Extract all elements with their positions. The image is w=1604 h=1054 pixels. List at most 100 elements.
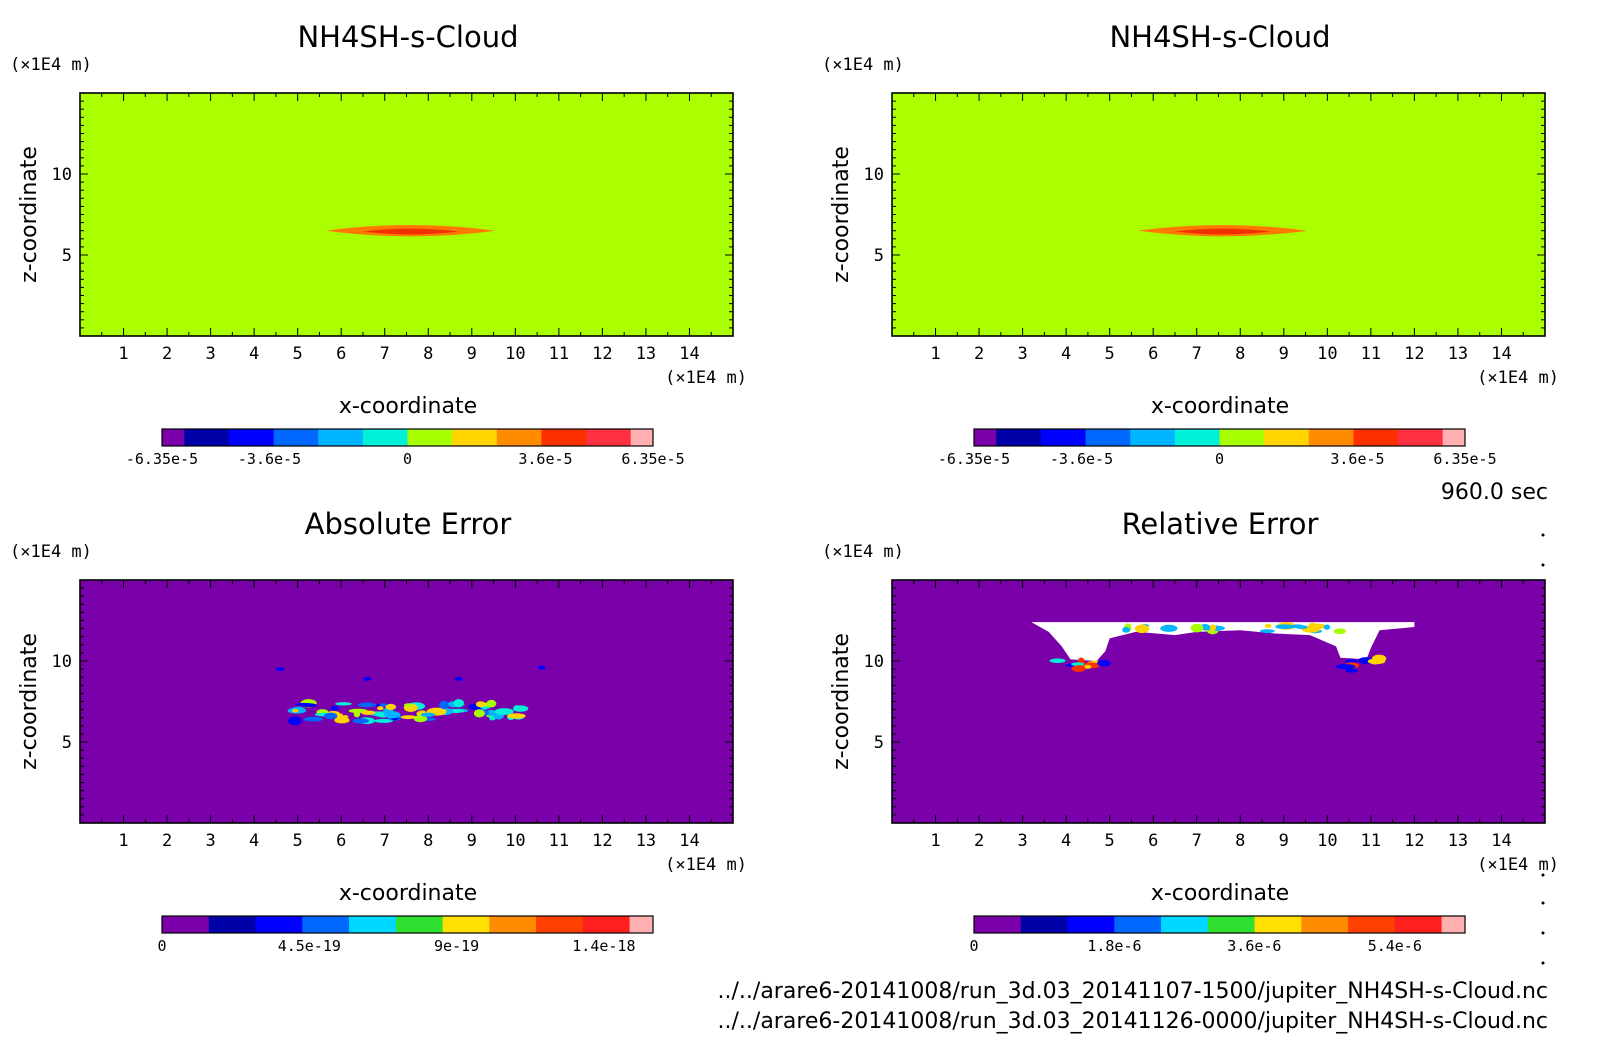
error-dot bbox=[537, 665, 546, 670]
error-speckle bbox=[1071, 665, 1086, 672]
x-tick-label: 3 bbox=[1017, 344, 1027, 364]
error-speckle bbox=[334, 716, 350, 724]
error-speckle bbox=[475, 701, 486, 708]
x-tick-label: 2 bbox=[974, 344, 984, 364]
colorbar-swatch bbox=[362, 429, 408, 446]
x-axis-label: x-coordinate bbox=[1151, 881, 1289, 906]
colorbar-frame bbox=[161, 915, 654, 934]
error-speckle bbox=[453, 699, 465, 708]
time-label: 960.0 sec bbox=[1441, 480, 1548, 505]
x-tick-label: 3 bbox=[205, 344, 215, 364]
x-tick-label: 3 bbox=[205, 831, 215, 851]
x-tick-label: 6 bbox=[1148, 344, 1158, 364]
error-speckle bbox=[377, 706, 384, 711]
colorbar-swatch bbox=[489, 916, 537, 933]
colorbar-swatch bbox=[1067, 916, 1115, 933]
colorbar-swatch bbox=[208, 916, 257, 933]
colorbar-swatch bbox=[996, 429, 1042, 446]
x-tick-label: 12 bbox=[592, 831, 612, 851]
colorbar-swatch bbox=[1441, 916, 1466, 933]
heatmap-features bbox=[276, 665, 546, 726]
colorbar-swatch bbox=[1301, 916, 1349, 933]
error-speckle bbox=[342, 715, 349, 719]
heatmap-panel-1: NH4SH-s-Cloud (×1E4 m) (×1E4 m) x-coordinat… bbox=[10, 20, 747, 468]
y-tick-label: 10 bbox=[864, 165, 884, 185]
colorbar-swatch bbox=[1219, 429, 1265, 446]
x-tick-label: 1 bbox=[930, 831, 940, 851]
heatmap-features bbox=[1137, 225, 1308, 237]
x-tick-label: 12 bbox=[592, 344, 612, 364]
error-speckle bbox=[1190, 623, 1204, 633]
x-tick-label: 12 bbox=[1404, 831, 1424, 851]
x-tick-label: 7 bbox=[1192, 344, 1202, 364]
colorbar-swatch bbox=[1040, 429, 1087, 446]
x-tick-label: 14 bbox=[1491, 831, 1511, 851]
error-speckle bbox=[1345, 668, 1358, 673]
colorbar-swatch bbox=[1207, 916, 1256, 933]
error-speckle bbox=[330, 706, 340, 711]
y-unit-label: (×1E4 m) bbox=[10, 55, 92, 75]
x-tick-label: 1 bbox=[118, 344, 128, 364]
x-tick-label: 2 bbox=[162, 831, 172, 851]
x-tick-label: 8 bbox=[423, 344, 433, 364]
heatmap-features bbox=[325, 225, 496, 237]
x-tick-label: 13 bbox=[636, 344, 656, 364]
x-tick-label: 6 bbox=[1148, 831, 1158, 851]
error-speckle bbox=[335, 702, 352, 706]
x-tick-label: 7 bbox=[1192, 831, 1202, 851]
x-tick-label: 12 bbox=[1404, 344, 1424, 364]
error-speckle bbox=[353, 711, 361, 718]
colorbar-swatch bbox=[318, 429, 364, 446]
x-axis-label: x-coordinate bbox=[339, 881, 477, 906]
colorbar-swatch bbox=[536, 916, 584, 933]
x-tick-label: 13 bbox=[636, 831, 656, 851]
colorbar-swatch bbox=[974, 916, 1022, 933]
colorbar-label: 1.4e-18 bbox=[572, 937, 635, 955]
colorbar-swatch bbox=[1161, 916, 1209, 933]
colorbar-swatch bbox=[1174, 429, 1220, 446]
error-speckle bbox=[513, 705, 521, 711]
dot-mark bbox=[1541, 533, 1545, 537]
error-dot bbox=[363, 676, 372, 681]
error-speckle bbox=[1049, 658, 1066, 663]
dot-mark bbox=[1541, 563, 1545, 567]
colorbar: 0 1.8e-6 3.6e-6 5.4e-6 bbox=[969, 915, 1466, 955]
colorbar-swatch bbox=[1020, 916, 1069, 933]
x-tick-label: 9 bbox=[467, 831, 477, 851]
colorbar-swatch bbox=[974, 429, 997, 446]
x-tick-label: 1 bbox=[118, 831, 128, 851]
colorbar-swatch bbox=[442, 916, 490, 933]
error-speckle bbox=[1264, 623, 1272, 629]
error-speckle bbox=[352, 718, 370, 724]
y-tick-label: 10 bbox=[52, 652, 72, 672]
x-tick-label: 6 bbox=[336, 831, 346, 851]
heatmap-field bbox=[80, 580, 733, 823]
x-axis-label: x-coordinate bbox=[1151, 394, 1289, 419]
colorbar-swatch bbox=[1348, 916, 1396, 933]
heatmap-panel-3: Absolute Error (×1E4 m) (×1E4 m) x-coordina… bbox=[10, 507, 747, 955]
y-tick-label: 5 bbox=[62, 733, 72, 753]
error-speckle bbox=[357, 702, 376, 708]
x-tick-label: 5 bbox=[293, 344, 303, 364]
colorbar-label: 1.8e-6 bbox=[1087, 937, 1141, 955]
colorbar-swatch bbox=[496, 429, 542, 446]
error-speckle bbox=[1275, 624, 1295, 630]
dot-mark bbox=[1541, 873, 1545, 877]
error-speckle bbox=[288, 716, 302, 726]
tick-marks bbox=[892, 580, 1545, 823]
error-speckle bbox=[1083, 664, 1092, 669]
x-tick-label: 4 bbox=[249, 344, 259, 364]
colorbar-label: 6.35e-5 bbox=[1433, 450, 1496, 468]
error-speckle bbox=[1259, 629, 1275, 634]
x-tick-label: 9 bbox=[467, 344, 477, 364]
x-tick-label: 5 bbox=[1105, 344, 1115, 364]
colorbar-swatch bbox=[1130, 429, 1176, 446]
x-tick-label: 7 bbox=[380, 344, 390, 364]
x-tick-label: 9 bbox=[1279, 344, 1289, 364]
colorbar-label: 9e-19 bbox=[434, 937, 479, 955]
error-speckle bbox=[384, 711, 401, 719]
colorbar-label: 3.6e-5 bbox=[1330, 450, 1384, 468]
error-speckle bbox=[1134, 624, 1150, 634]
colorbar-swatch bbox=[1442, 429, 1466, 446]
